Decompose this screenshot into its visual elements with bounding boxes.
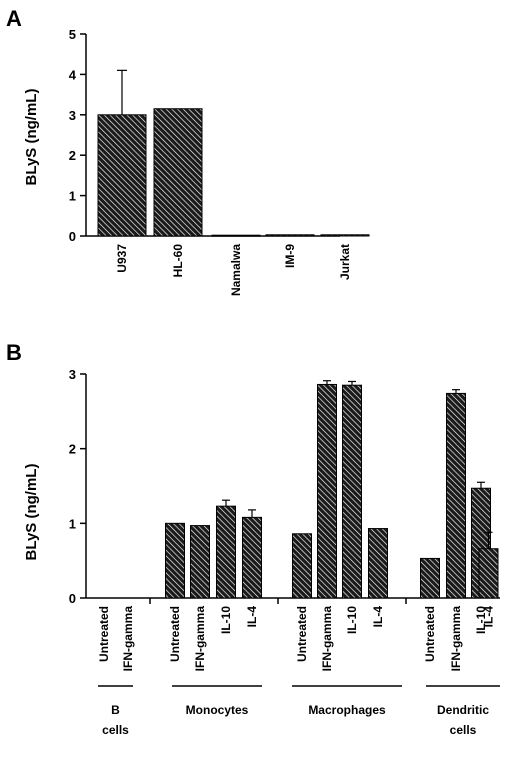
panel-b-y-tick-label: 2 bbox=[69, 442, 76, 457]
panel-a: A BLyS (ng/mL) 0 1 2 3 4 5 U937 HL-60 Namalwa IM… bbox=[6, 6, 370, 296]
panel-a-y-tick-label: 4 bbox=[69, 67, 77, 82]
panel-b-bar bbox=[292, 533, 312, 599]
panel-b-bars: Untreated IFN-gamma Untreated IFN-gamma IL-1… bbox=[97, 380, 499, 672]
panel-b-category-label: IL-4 bbox=[482, 606, 496, 628]
panel-a-y-tick-label: 5 bbox=[69, 27, 76, 42]
panel-b-y-axis-label: BLyS (ng/mL) bbox=[23, 464, 40, 561]
panel-b-y-tick-label: 1 bbox=[69, 516, 76, 531]
panel-b-category-label: IFN-gamma bbox=[121, 606, 135, 672]
panel-b-category-label: IL-10 bbox=[219, 606, 233, 634]
panel-a-bar bbox=[265, 234, 315, 237]
panel-b-bar bbox=[165, 522, 185, 599]
panel-a-bar bbox=[211, 234, 261, 237]
panel-b-bar bbox=[216, 505, 236, 599]
panel-a-category-label: HL-60 bbox=[171, 244, 185, 278]
panel-b-letter: B bbox=[6, 340, 22, 365]
panel-a-y-axis-label: BLyS (ng/mL) bbox=[23, 89, 40, 186]
panel-a-letter: A bbox=[6, 6, 22, 31]
panel-b-group-label: cells bbox=[450, 723, 477, 737]
panel-a-y-tick-label: 3 bbox=[69, 108, 76, 123]
panel-b-bar bbox=[317, 383, 337, 599]
panel-b-bar bbox=[342, 384, 362, 599]
panel-a-category-label: IM-9 bbox=[283, 244, 297, 268]
panel-b-category-label: IFN-gamma bbox=[320, 606, 334, 672]
panel-b-bar bbox=[190, 525, 210, 599]
panel-a-bar bbox=[320, 234, 370, 237]
panel-b-group-label: Macrophages bbox=[308, 703, 386, 717]
panel-a-bars: U937 HL-60 Namalwa IM-9 Jurkat bbox=[97, 69, 370, 296]
panel-a-category-label: Jurkat bbox=[338, 244, 352, 280]
panel-b-category-label: IFN-gamma bbox=[193, 606, 207, 672]
panel-a-category-label: U937 bbox=[115, 244, 129, 273]
panel-b-bar bbox=[446, 392, 466, 599]
panel-a-y-tick-label: 1 bbox=[69, 189, 76, 204]
panel-b-category-label: IL-4 bbox=[371, 606, 385, 628]
panel-b-bar bbox=[368, 528, 388, 599]
panel-b-group-label: cells bbox=[102, 723, 129, 737]
panel-a-y-tick-label: 0 bbox=[69, 229, 76, 244]
panel-b-bar bbox=[420, 557, 440, 599]
panel-a-bar bbox=[153, 108, 203, 237]
panel-b-group-label: B bbox=[111, 703, 120, 717]
panel-b-category-label: IL-10 bbox=[345, 606, 359, 634]
panel-b-group-label: Monocytes bbox=[186, 703, 249, 717]
panel-b-category-label: Untreated bbox=[97, 606, 111, 662]
panel-b-bar bbox=[242, 516, 262, 599]
panel-b-y-tick-label: 3 bbox=[69, 367, 76, 382]
panel-b-group-label: Dendritic bbox=[437, 703, 489, 717]
panel-a-y-tick-label: 2 bbox=[69, 148, 76, 163]
panel-b-category-label: IL-10 bbox=[474, 606, 488, 634]
panel-b-category-label: Untreated bbox=[168, 606, 182, 662]
panel-b-category-label: IFN-gamma bbox=[449, 606, 463, 672]
panel-a-category-label: Namalwa bbox=[229, 244, 243, 296]
panel-b-y-tick-label: 0 bbox=[69, 591, 76, 606]
panel-b-category-label: Untreated bbox=[423, 606, 437, 662]
panel-b-category-label: Untreated bbox=[295, 606, 309, 662]
panel-a-bar bbox=[97, 114, 147, 237]
panel-b-bar bbox=[478, 548, 499, 599]
panel-b-category-label: IL-4 bbox=[245, 606, 259, 628]
